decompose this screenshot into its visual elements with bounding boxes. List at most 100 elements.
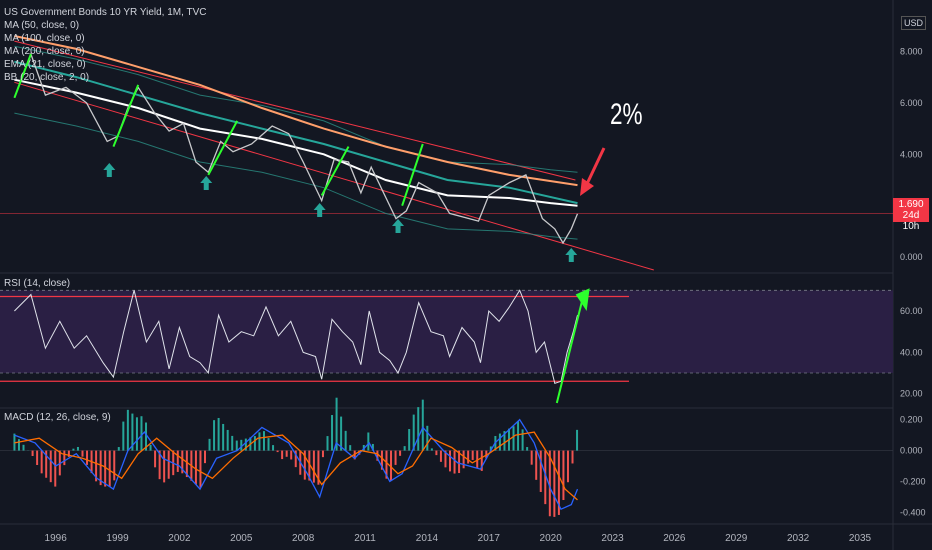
macd-histogram-bar — [512, 426, 515, 451]
macd-histogram-bar — [76, 446, 79, 451]
macd-histogram-bar — [117, 447, 120, 451]
macd-histogram-bar — [235, 440, 238, 451]
red-pointer-arrowhead — [580, 178, 594, 196]
macd-histogram-bar — [471, 450, 474, 460]
indicator-bb-label[interactable]: BB (20, close, 2, 0) — [4, 72, 90, 83]
macd-histogram-bar — [498, 433, 501, 451]
macd-histogram-bar — [13, 433, 16, 451]
macd-histogram-bar — [154, 450, 157, 468]
macd-y-tick-label: 0.200 — [900, 415, 923, 425]
macd-histogram-bar — [72, 448, 75, 451]
macd-signal-line — [14, 431, 578, 501]
rsi-label[interactable]: RSI (14, close) — [4, 278, 71, 289]
chart-title: US Government Bonds 10 YR Yield, 1M, TVC — [4, 7, 207, 18]
macd-histogram-bar — [36, 450, 39, 465]
x-tick-label: 1999 — [106, 533, 129, 544]
green-swing-arrow — [207, 120, 239, 176]
macd-histogram-bar — [503, 431, 506, 451]
macd-histogram-bar — [213, 420, 216, 451]
y-tick-label: 0.000 — [900, 252, 923, 262]
macd-histogram-bar — [571, 450, 574, 464]
rsi-y-tick-label: 40.00 — [900, 347, 923, 357]
macd-histogram-bar — [203, 450, 206, 464]
macd-histogram-bar — [167, 450, 170, 479]
macd-histogram-bar — [17, 439, 20, 451]
green-swing-arrow — [320, 146, 350, 196]
macd-y-tick-label: 0.000 — [900, 446, 923, 456]
macd-histogram-bar — [95, 450, 98, 482]
rsi-y-tick-label: 20.00 — [900, 389, 923, 399]
x-tick-label: 2014 — [416, 533, 439, 544]
currency-badge[interactable]: USD — [901, 16, 927, 30]
macd-histogram-bar — [163, 450, 166, 483]
macd-histogram-bar — [104, 450, 107, 487]
macd-legend: MACD (12, 26, close, 9) — [4, 411, 111, 424]
chart-legend: US Government Bonds 10 YR Yield, 1M, TVC… — [4, 6, 207, 84]
macd-histogram-bar — [521, 429, 524, 451]
macd-histogram-bar — [430, 448, 433, 451]
macd-histogram-bar — [122, 421, 125, 451]
macd-histogram-bar — [312, 450, 315, 483]
up-marker-icon — [392, 219, 405, 233]
macd-histogram-bar — [108, 450, 111, 487]
indicator-ma200-label[interactable]: MA (200, close, 0) — [4, 46, 85, 57]
macd-histogram-bar — [344, 430, 347, 451]
rsi-legend: RSI (14, close) — [4, 277, 70, 290]
macd-histogram-bar — [539, 450, 542, 492]
macd-histogram-bar — [326, 436, 329, 451]
x-tick-label: 2002 — [168, 533, 191, 544]
last-price-value: 1.690 — [898, 199, 924, 210]
x-tick-label: 2032 — [787, 533, 810, 544]
macd-histogram-bar — [145, 422, 148, 451]
macd-label[interactable]: MACD (12, 26, close, 9) — [4, 412, 111, 423]
macd-y-tick-label: -0.200 — [900, 476, 926, 486]
macd-histogram-bar — [276, 450, 279, 453]
macd-histogram-bar — [267, 438, 270, 451]
macd-histogram-bar — [81, 450, 84, 457]
x-tick-label: 2008 — [292, 533, 315, 544]
macd-histogram-bar — [412, 414, 415, 451]
macd-histogram-bar — [176, 450, 179, 472]
macd-histogram-bar — [421, 399, 424, 451]
x-tick-label: 2035 — [849, 533, 872, 544]
macd-histogram-bar — [530, 450, 533, 465]
rsi-band — [0, 290, 893, 373]
bb-upper-band — [14, 45, 578, 173]
macd-y-tick-label: -0.400 — [900, 507, 926, 517]
macd-histogram-bar — [240, 439, 243, 451]
macd-histogram-bar — [231, 435, 234, 451]
macd-histogram-bar — [467, 450, 470, 464]
macd-histogram-bar — [331, 415, 334, 451]
macd-histogram-bar — [435, 450, 438, 456]
macd-histogram-bar — [385, 450, 388, 479]
macd-histogram-bar — [390, 450, 393, 481]
y-tick-label: 4.000 — [900, 149, 923, 159]
macd-histogram-bar — [126, 409, 129, 451]
red-pointer-arrow — [584, 147, 606, 187]
macd-histogram-bar — [140, 416, 143, 451]
macd-histogram-bar — [217, 417, 220, 451]
macd-histogram-bar — [380, 450, 383, 470]
macd-histogram-bar — [199, 450, 202, 488]
green-swing-arrow — [112, 84, 140, 147]
macd-histogram-bar — [149, 444, 152, 451]
bar-countdown: 24d 10h — [902, 210, 920, 232]
macd-histogram-bar — [262, 431, 265, 451]
indicator-ma100-label[interactable]: MA (100, close, 0) — [4, 33, 85, 44]
macd-histogram-bar — [417, 407, 420, 451]
up-marker-icon — [565, 248, 578, 262]
indicator-ma50-label[interactable]: MA (50, close, 0) — [4, 20, 80, 31]
rsi-green-arrow — [555, 294, 585, 404]
rsi-y-tick-label: 60.00 — [900, 306, 923, 316]
macd-histogram-bar — [562, 450, 565, 501]
green-swing-arrow — [13, 53, 32, 99]
x-tick-label: 2020 — [540, 533, 563, 544]
up-marker-icon — [313, 203, 326, 217]
macd-histogram-bar — [67, 450, 70, 457]
ma50-line — [14, 78, 578, 207]
macd-histogram-bar — [426, 425, 429, 451]
rsi-line — [14, 289, 578, 384]
indicator-ema21-label[interactable]: EMA (21, close, 0) — [4, 59, 86, 70]
macd-histogram-bar — [335, 397, 338, 451]
